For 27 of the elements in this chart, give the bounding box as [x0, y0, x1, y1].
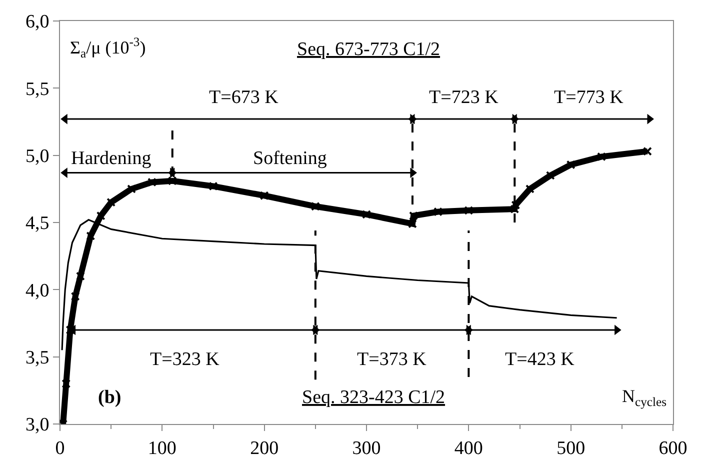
y-tick-label: 5,0: [25, 146, 50, 167]
annotation: T=423 K: [505, 349, 575, 370]
annotation: T=323 K: [150, 349, 220, 370]
annotation: Seq. 323-423 C1/2: [302, 387, 446, 408]
x-axis-title: N$_{cycles}$: [622, 386, 667, 409]
x-tick-label: 600: [658, 438, 688, 459]
annotation: T=773 K: [554, 87, 624, 108]
y-tick-label: 6,0: [25, 12, 50, 33]
y-tick-label: 5,5: [25, 78, 50, 100]
x-tick-label: 100: [148, 438, 176, 459]
annotation: Hardening: [71, 148, 152, 169]
x-tick-label: 200: [250, 438, 279, 459]
x-tick-label: 500: [556, 438, 586, 459]
annotation: Softening: [253, 148, 328, 169]
y-tick-label: 3,5: [25, 347, 50, 368]
y-tick-label: 4,0: [25, 280, 50, 302]
y-tick-label: 4,5: [25, 213, 50, 234]
annotation: (b): [98, 387, 122, 408]
x-tick-label: 300: [352, 438, 381, 459]
x-tick-label: 0: [55, 438, 65, 459]
y-axis-title: Σ$_{a}$/μ (10$^{-3}$): [70, 35, 146, 60]
x-tick-label: 400: [454, 438, 483, 459]
annotation: Seq. 673-773 C1/2: [297, 39, 440, 60]
y-tick-label: 3,0: [25, 414, 50, 436]
annotation: T=373 K: [357, 349, 427, 370]
annotation: T=723 K: [429, 87, 499, 108]
annotation: T=673 K: [209, 87, 279, 108]
